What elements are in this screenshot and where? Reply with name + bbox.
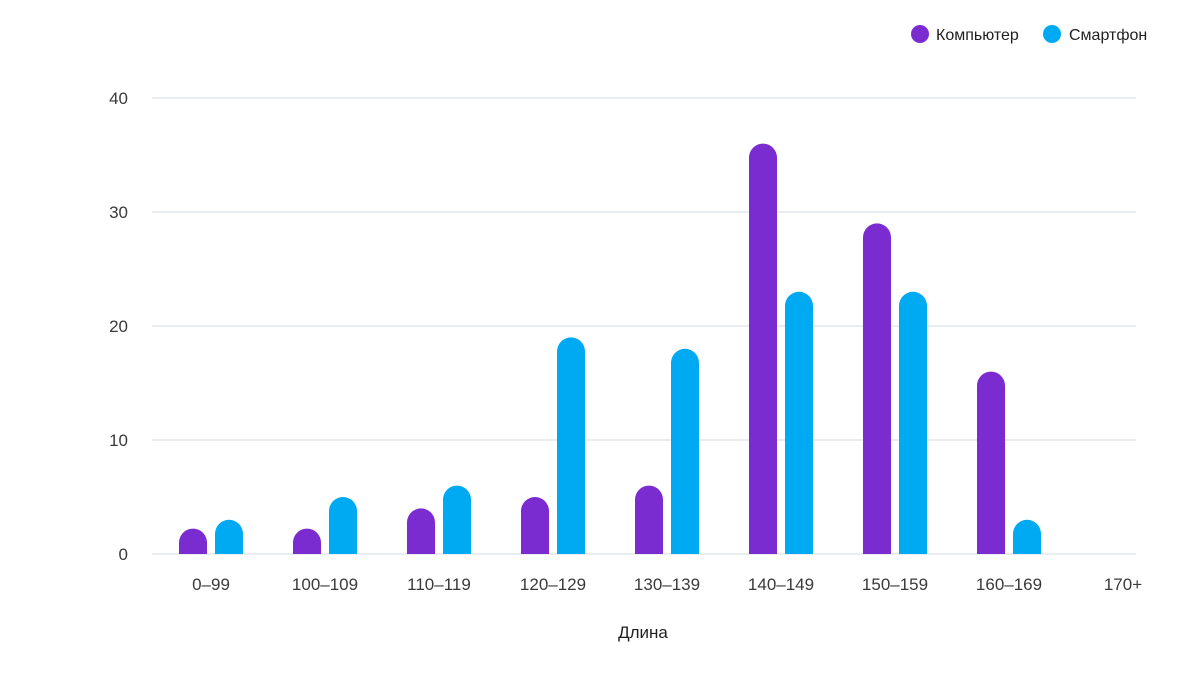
bar-smartphone[interactable]	[785, 291, 813, 554]
legend: Компьютер Смартфон	[911, 25, 1147, 44]
bar-computer[interactable]	[521, 497, 549, 554]
bar-smartphone[interactable]	[899, 291, 927, 554]
y-tick-label: 30	[109, 203, 128, 222]
bar-computer[interactable]	[635, 485, 663, 554]
x-tick-label: 0–99	[192, 575, 230, 594]
x-tick-label: 130–139	[634, 575, 700, 594]
legend-swatch-smartphone	[1043, 25, 1061, 43]
bar-computer[interactable]	[293, 528, 321, 554]
legend-label-smartphone: Смартфон	[1069, 27, 1147, 44]
x-tick-label: 170+	[1104, 575, 1142, 594]
bar-computer[interactable]	[977, 371, 1006, 554]
y-axis-ticks: 0 10 20 30 40	[109, 89, 128, 564]
legend-label-computer: Компьютер	[936, 27, 1019, 44]
bar-smartphone[interactable]	[1013, 519, 1041, 554]
y-tick-label: 0	[119, 545, 128, 564]
y-tick-label: 10	[109, 431, 128, 450]
x-tick-label: 140–149	[748, 575, 814, 594]
bar-smartphone[interactable]	[671, 348, 699, 554]
x-tick-label: 150–159	[862, 575, 928, 594]
bar-computer[interactable]	[863, 223, 891, 554]
legend-item-smartphone[interactable]: Смартфон	[1043, 25, 1147, 44]
y-tick-label: 20	[109, 317, 128, 336]
bar-smartphone[interactable]	[215, 519, 243, 554]
x-axis-title: Длина	[618, 623, 668, 642]
x-tick-label: 110–119	[407, 575, 471, 594]
legend-item-computer[interactable]: Компьютер	[911, 25, 1019, 44]
x-tick-label: 160–169	[976, 575, 1042, 594]
bar-smartphone[interactable]	[557, 337, 585, 554]
bar-computer[interactable]	[749, 143, 777, 554]
y-tick-label: 40	[109, 89, 128, 108]
x-axis-ticks: 0–99 100–109 110–119 120–129 130–139 140–149 1…	[192, 575, 1142, 594]
legend-swatch-computer	[911, 25, 929, 43]
bars	[179, 143, 1041, 554]
bar-computer[interactable]	[407, 508, 436, 554]
bar-computer[interactable]	[179, 528, 207, 554]
bar-smartphone[interactable]	[329, 497, 357, 554]
bar-smartphone[interactable]	[443, 485, 472, 554]
x-tick-label: 100–109	[292, 575, 358, 594]
grid-layer	[152, 97, 1136, 555]
x-tick-label: 120–129	[520, 575, 586, 594]
